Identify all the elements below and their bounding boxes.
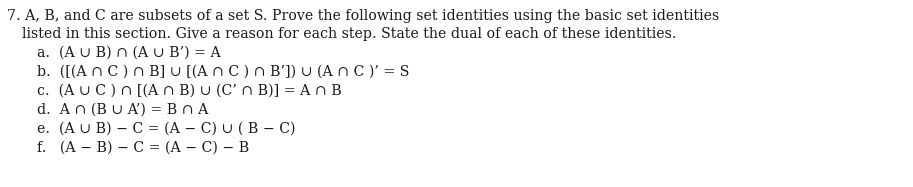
Text: 7. A, B, and C are subsets of a set S. Prove the following set identities using : 7. A, B, and C are subsets of a set S. P… — [7, 9, 719, 23]
Text: b.  ([(A ∩ C ) ∩ B] ∪ [(A ∩ C ) ∩ B’]) ∪ (A ∩ C )’ = S: b. ([(A ∩ C ) ∩ B] ∪ [(A ∩ C ) ∩ B’]) ∪ … — [37, 65, 409, 79]
Text: d.  A ∩ (B ∪ A’) = B ∩ A: d. A ∩ (B ∪ A’) = B ∩ A — [37, 103, 208, 117]
Text: f.   (A − B) − C = (A − C) − B: f. (A − B) − C = (A − C) − B — [37, 141, 249, 155]
Text: c.  (A ∪ C ) ∩ [(A ∩ B) ∪ (C’ ∩ B)] = A ∩ B: c. (A ∪ C ) ∩ [(A ∩ B) ∪ (C’ ∩ B)] = A ∩… — [37, 84, 341, 98]
Text: a.  (A ∪ B) ∩ (A ∪ B’) = A: a. (A ∪ B) ∩ (A ∪ B’) = A — [37, 46, 221, 60]
Text: e.  (A ∪ B) − C = (A − C) ∪ ( B − C): e. (A ∪ B) − C = (A − C) ∪ ( B − C) — [37, 122, 296, 136]
Text: listed in this section. Give a reason for each step. State the dual of each of t: listed in this section. Give a reason fo… — [22, 27, 677, 41]
